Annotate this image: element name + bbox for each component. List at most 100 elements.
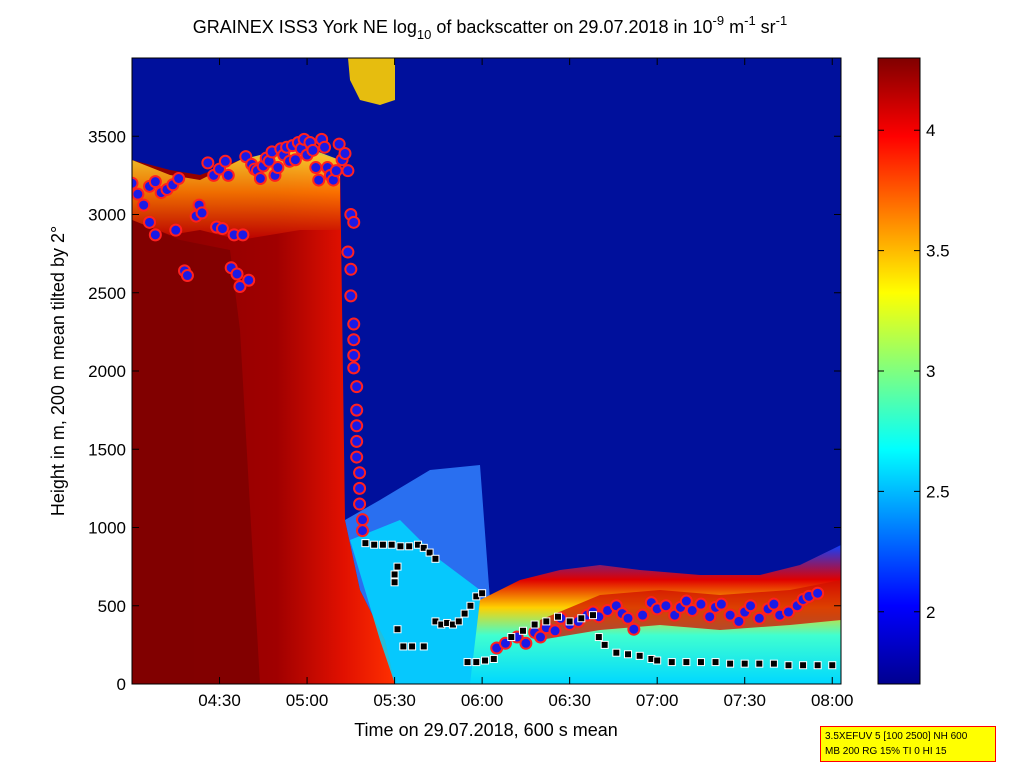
boundary-marker (347, 333, 361, 347)
boundary-marker (143, 215, 157, 229)
boundary-marker (195, 206, 209, 220)
x-tick-label: 06:30 (548, 691, 591, 710)
colorbar-tick-label: 3 (926, 362, 935, 381)
boundary-marker (236, 228, 250, 242)
square-marker (784, 661, 793, 670)
square-marker (755, 659, 764, 668)
square-marker (635, 651, 644, 660)
square-marker (711, 658, 720, 667)
square-marker (393, 625, 402, 634)
square-marker (813, 661, 822, 670)
boundary-marker (288, 153, 302, 167)
square-marker (408, 642, 417, 651)
boundary-marker (329, 164, 343, 178)
square-marker (466, 601, 475, 610)
boundary-marker (312, 173, 326, 187)
upper-plume (348, 58, 395, 105)
square-marker (387, 540, 396, 549)
square-marker (454, 617, 463, 626)
boundary-marker (332, 137, 346, 151)
square-marker (594, 633, 603, 642)
y-tick-label: 1500 (88, 440, 126, 459)
boundary-marker (350, 380, 364, 394)
boundary-marker (318, 140, 332, 154)
boundary-marker (627, 622, 641, 636)
square-marker (419, 642, 428, 651)
square-marker (518, 626, 527, 635)
y-tick-label: 2500 (88, 284, 126, 303)
boundary-marker (767, 597, 781, 611)
boundary-marker (355, 513, 369, 527)
square-marker (405, 542, 414, 551)
y-axis: 0 500 1000 1500 2000 2500 3000 3500 (88, 127, 841, 694)
boundary-marker (137, 198, 151, 212)
boundary-marker (169, 223, 183, 237)
boundary-marker (350, 450, 364, 464)
residual-layer-top (132, 145, 340, 240)
boundary-marker (685, 603, 699, 617)
boundary-marker (353, 497, 367, 511)
square-marker (396, 542, 405, 551)
boundary-marker (732, 614, 746, 628)
boundary-marker (230, 267, 244, 281)
colorbar-tick-label: 2.5 (926, 482, 950, 501)
boundary-marker (201, 156, 215, 170)
boundary-marker (148, 228, 162, 242)
boundary-marker (338, 146, 352, 160)
boundary-marker (679, 594, 693, 608)
square-marker (361, 539, 370, 548)
square-marker (667, 658, 676, 667)
colorbar-tick-label: 2 (926, 603, 935, 622)
boundary-marker (703, 610, 717, 624)
boundary-marker (271, 161, 285, 175)
square-marker (431, 554, 440, 563)
x-tick-label: 05:30 (373, 691, 416, 710)
x-tick-label: 08:00 (811, 691, 854, 710)
square-marker (600, 640, 609, 649)
square-marker (472, 658, 481, 667)
x-axis: 04:30 05:00 05:30 06:00 06:30 07:00 07:30 08:00 (198, 58, 854, 710)
boundary-marker (172, 172, 186, 186)
boundary-marker (132, 176, 139, 190)
square-marker (378, 540, 387, 549)
boundary-marker (347, 348, 361, 362)
boundary-marker (341, 164, 355, 178)
square-marker (530, 620, 539, 629)
y-tick-label: 2000 (88, 362, 126, 381)
y-tick-label: 1000 (88, 519, 126, 538)
colorbar-axis: 2 2.5 3 3.5 4 (878, 121, 950, 622)
boundary-marker (344, 262, 358, 276)
boundary-marker (723, 608, 737, 622)
boundary-marker (347, 215, 361, 229)
square-marker (682, 658, 691, 667)
boundary-marker (242, 273, 256, 287)
boundary-marker (218, 154, 232, 168)
square-marker (612, 648, 621, 657)
y-axis-label: Height in m, 200 m mean tilted by 2° (48, 226, 68, 516)
boundary-marker (714, 597, 728, 611)
square-marker (463, 658, 472, 667)
y-tick-label: 3000 (88, 206, 126, 225)
boundary-marker (306, 143, 320, 157)
boundary-marker (519, 636, 533, 650)
square-marker (425, 548, 434, 557)
x-tick-label: 05:00 (286, 691, 329, 710)
square-marker (542, 617, 551, 626)
square-marker (565, 617, 574, 626)
square-marker (460, 609, 469, 618)
boundary-marker (344, 289, 358, 303)
boundary-marker (233, 279, 247, 293)
square-marker (370, 540, 379, 549)
boundary-marker (309, 161, 323, 175)
boundary-marker (811, 586, 825, 600)
square-marker (393, 562, 402, 571)
x-tick-label: 04:30 (198, 691, 241, 710)
boundary-marker (548, 624, 562, 638)
boundary-marker (253, 172, 267, 186)
x-tick-label: 07:30 (723, 691, 766, 710)
square-marker (507, 633, 516, 642)
square-marker (653, 656, 662, 665)
square-marker (390, 570, 399, 579)
boundary-marker (347, 317, 361, 331)
